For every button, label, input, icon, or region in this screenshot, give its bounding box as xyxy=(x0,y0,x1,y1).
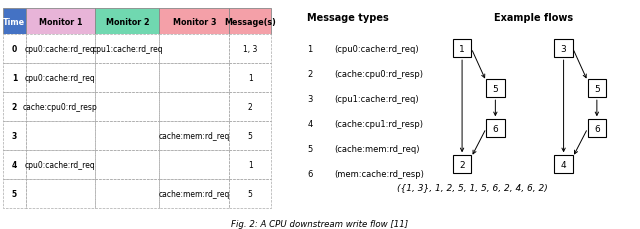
Bar xyxy=(229,64,271,93)
Bar xyxy=(26,64,95,93)
Text: (cpu1:cache:rd_req): (cpu1:cache:rd_req) xyxy=(334,95,419,104)
Bar xyxy=(453,155,471,174)
Bar xyxy=(26,35,95,64)
Bar xyxy=(95,122,159,151)
Text: 3: 3 xyxy=(12,132,17,141)
Bar xyxy=(95,93,159,122)
Text: cache:mem:rd_req: cache:mem:rd_req xyxy=(159,132,230,141)
Bar xyxy=(3,122,26,151)
Bar xyxy=(229,93,271,122)
Bar xyxy=(554,40,573,58)
Bar xyxy=(95,35,159,64)
Text: 0: 0 xyxy=(12,45,17,54)
Text: 5: 5 xyxy=(493,84,498,93)
Bar xyxy=(486,80,504,98)
Bar xyxy=(95,151,159,180)
Text: Message types: Message types xyxy=(307,13,389,23)
Text: Fig. 2: A CPU downstream write flow [11]: Fig. 2: A CPU downstream write flow [11] xyxy=(232,219,408,228)
Text: cache:mem:rd_req: cache:mem:rd_req xyxy=(159,189,230,198)
Text: 1: 1 xyxy=(248,161,253,169)
Text: Monitor 2: Monitor 2 xyxy=(106,18,149,27)
Text: (cpu0:cache:rd_req): (cpu0:cache:rd_req) xyxy=(334,45,419,54)
Text: 3: 3 xyxy=(307,95,313,104)
Text: 2: 2 xyxy=(307,70,312,79)
Bar xyxy=(26,180,95,208)
Text: Message(s): Message(s) xyxy=(224,18,276,27)
Text: 1: 1 xyxy=(248,74,253,83)
Text: 6: 6 xyxy=(594,124,600,133)
Text: 6: 6 xyxy=(307,169,313,178)
Text: 5: 5 xyxy=(248,189,253,198)
Text: Example flows: Example flows xyxy=(493,13,573,23)
Bar xyxy=(229,122,271,151)
Text: 2: 2 xyxy=(460,160,465,169)
Bar xyxy=(159,9,229,35)
Bar xyxy=(554,155,573,174)
Bar xyxy=(3,180,26,208)
Bar xyxy=(159,35,229,64)
Bar xyxy=(26,9,95,35)
Bar xyxy=(26,93,95,122)
Text: 4: 4 xyxy=(307,120,312,129)
Text: 3: 3 xyxy=(561,44,566,54)
Text: 1: 1 xyxy=(460,44,465,54)
Text: cpu0:cache:rd_req: cpu0:cache:rd_req xyxy=(25,161,96,169)
Bar xyxy=(26,122,95,151)
Bar xyxy=(453,40,471,58)
Bar xyxy=(3,151,26,180)
Bar xyxy=(95,9,159,35)
Text: 5: 5 xyxy=(307,145,312,154)
Text: 2: 2 xyxy=(248,103,253,112)
Bar xyxy=(159,122,229,151)
Text: 5: 5 xyxy=(12,189,17,198)
Text: cache:cpu0:rd_resp: cache:cpu0:rd_resp xyxy=(23,103,98,112)
Text: 5: 5 xyxy=(594,84,600,93)
Bar xyxy=(95,64,159,93)
Text: cpu0:cache:rd_req: cpu0:cache:rd_req xyxy=(25,74,96,83)
Bar xyxy=(588,80,606,98)
Bar xyxy=(588,120,606,138)
Text: 4: 4 xyxy=(561,160,566,169)
Bar xyxy=(229,151,271,180)
Text: (cache:cpu1:rd_resp): (cache:cpu1:rd_resp) xyxy=(334,120,423,129)
Text: 4: 4 xyxy=(12,161,17,169)
Bar xyxy=(95,180,159,208)
Text: 1: 1 xyxy=(307,45,312,54)
Bar xyxy=(229,180,271,208)
Bar xyxy=(229,35,271,64)
Text: ({1, 3}, 1, 2, 5, 1, 5, 6, 2, 4, 6, 2): ({1, 3}, 1, 2, 5, 1, 5, 6, 2, 4, 6, 2) xyxy=(397,183,548,191)
Text: Monitor 3: Monitor 3 xyxy=(173,18,216,27)
Bar xyxy=(159,151,229,180)
Text: cpu0:cache:rd_req: cpu0:cache:rd_req xyxy=(25,45,96,54)
Text: 1, 3: 1, 3 xyxy=(243,45,257,54)
Bar xyxy=(159,93,229,122)
Bar xyxy=(486,120,504,138)
Bar xyxy=(159,180,229,208)
Bar xyxy=(229,9,271,35)
Text: (cache:mem:rd_req): (cache:mem:rd_req) xyxy=(334,145,419,154)
Bar xyxy=(26,151,95,180)
Text: (cache:cpu0:rd_resp): (cache:cpu0:rd_resp) xyxy=(334,70,423,79)
Text: Monitor 1: Monitor 1 xyxy=(39,18,82,27)
Bar xyxy=(3,93,26,122)
Bar xyxy=(3,35,26,64)
Text: 1: 1 xyxy=(12,74,17,83)
Bar xyxy=(159,64,229,93)
Text: cpu1:cache:rd_req: cpu1:cache:rd_req xyxy=(92,45,163,54)
Text: Time: Time xyxy=(3,18,26,27)
Text: (mem:cache:rd_resp): (mem:cache:rd_resp) xyxy=(334,169,424,178)
Text: 6: 6 xyxy=(493,124,498,133)
Bar xyxy=(3,64,26,93)
Text: 5: 5 xyxy=(248,132,253,141)
Bar xyxy=(3,9,26,35)
Text: 2: 2 xyxy=(12,103,17,112)
